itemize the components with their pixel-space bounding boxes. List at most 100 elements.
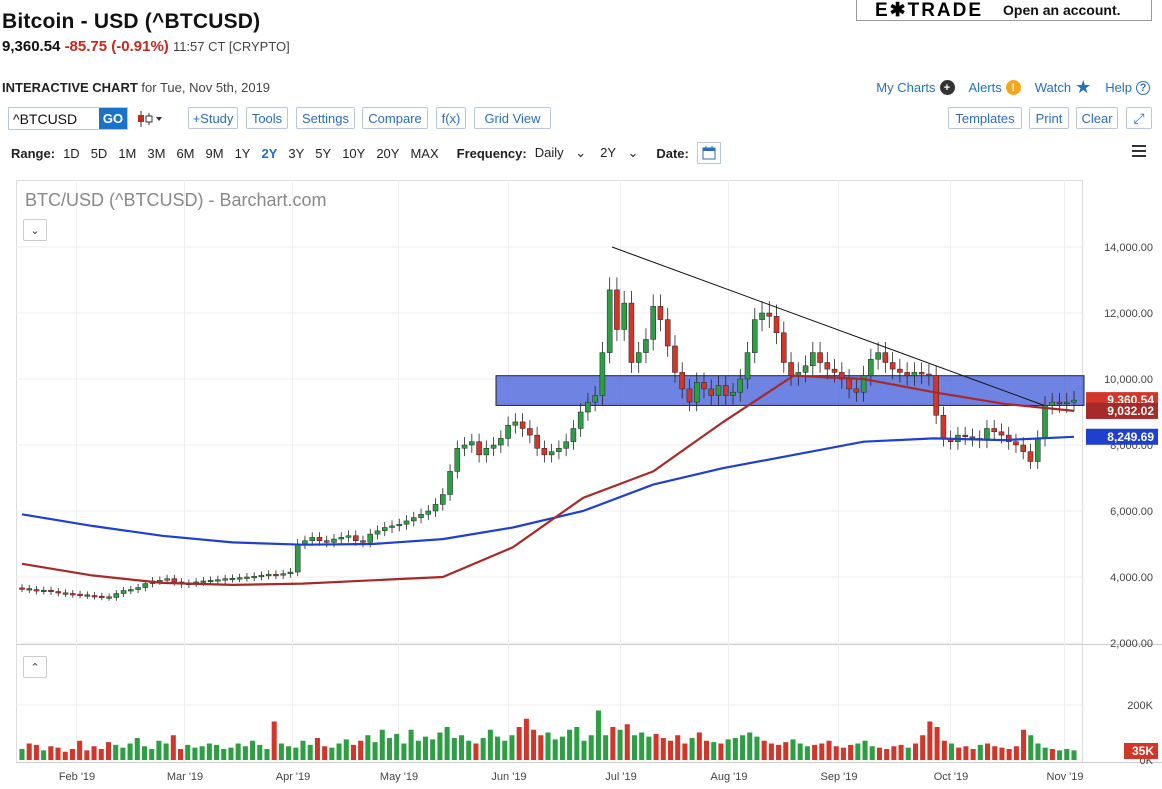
plus-circle-icon: + <box>939 80 955 95</box>
volume-bar <box>941 740 947 760</box>
candle <box>628 302 635 363</box>
star-icon: ★ <box>1075 77 1092 97</box>
candle <box>396 523 403 527</box>
clear-button[interactable]: Clear <box>1076 107 1118 129</box>
volume-bar <box>350 744 356 760</box>
range-1d[interactable]: 1D <box>63 145 80 161</box>
candle <box>897 368 903 373</box>
help-link[interactable]: Help ? <box>1105 80 1150 95</box>
volume-bar <box>185 744 191 760</box>
frequency-select[interactable]: Daily ⌄ <box>535 145 586 161</box>
candle <box>352 535 359 541</box>
volume-bar <box>77 740 83 760</box>
range-5y[interactable]: 5Y <box>315 145 332 161</box>
candle <box>323 540 330 543</box>
range-10y[interactable]: 10Y <box>342 145 366 161</box>
volume-bar <box>617 729 623 760</box>
range-5d[interactable]: 5D <box>90 145 108 161</box>
volume-bar <box>55 747 61 760</box>
candle <box>715 385 722 396</box>
grid-view-button[interactable]: Grid View <box>474 107 551 129</box>
candle <box>730 391 736 396</box>
price-chart[interactable]: Feb '19 Mar '19 Apr '19 May '19 Jun '19 Jul '… <box>16 180 1162 789</box>
volume-bar <box>869 746 875 760</box>
volume-bar <box>574 727 580 760</box>
volume-bar <box>927 721 933 760</box>
y-tick-label: 6,000.00 <box>1110 506 1153 518</box>
go-button[interactable]: GO <box>99 108 127 129</box>
candle <box>868 358 874 376</box>
volume-bar <box>365 735 371 760</box>
range-label: Range: <box>11 145 56 161</box>
open-account-link[interactable]: Open an account. <box>1003 2 1121 18</box>
templates-button[interactable]: Templates <box>948 107 1022 129</box>
compare-button[interactable]: Compare <box>362 107 428 129</box>
collapse-volume-pane-icon[interactable]: ⌃ <box>23 656 47 678</box>
volume-bar <box>747 732 753 760</box>
function-button[interactable]: f(x) <box>436 107 466 129</box>
volume-bar <box>394 733 400 760</box>
range-3m[interactable]: 3M <box>147 145 166 161</box>
candle <box>374 530 381 535</box>
candle <box>273 574 279 577</box>
volume-bar <box>1035 743 1041 760</box>
x-tick-label: Sep '19 <box>821 771 858 783</box>
alerts-link[interactable]: Alerts ! <box>969 80 1021 95</box>
volume-bar <box>920 735 926 760</box>
print-button[interactable]: Print <box>1029 107 1069 129</box>
volume-bar <box>1042 747 1048 760</box>
menu-icon[interactable] <box>1132 145 1146 160</box>
candle <box>519 421 526 429</box>
volume-bar <box>855 743 861 760</box>
settings-button[interactable]: Settings <box>296 107 355 129</box>
candle <box>447 471 453 495</box>
candlestick-type-icon[interactable] <box>136 110 164 128</box>
calendar-icon[interactable] <box>696 142 721 164</box>
candle <box>48 589 54 592</box>
range-2y[interactable]: 2Y <box>261 145 278 161</box>
range-6m[interactable]: 6M <box>176 145 195 161</box>
volume-bar <box>703 740 710 760</box>
candle <box>1027 451 1034 462</box>
range-20y[interactable]: 20Y <box>376 145 400 161</box>
tools-button[interactable]: Tools <box>246 107 288 129</box>
volume-bar <box>884 749 890 760</box>
symbol-input[interactable]: ^BTCUSD <box>13 110 78 127</box>
candle <box>693 382 700 403</box>
range-1y[interactable]: 1Y <box>234 145 251 161</box>
add-study-button[interactable]: +Study <box>188 107 238 129</box>
candle <box>1049 401 1056 406</box>
candle <box>381 527 388 532</box>
candle <box>200 580 207 583</box>
candle <box>469 441 475 446</box>
y-tick-label: 2,000.00 <box>1110 638 1153 650</box>
candle <box>984 428 990 441</box>
volume-bar <box>444 727 450 760</box>
volume-bar <box>430 739 436 760</box>
volume-bar <box>531 729 537 760</box>
candle <box>483 448 490 456</box>
volume-bar <box>812 744 818 760</box>
volume-bar <box>538 735 544 760</box>
range-max[interactable]: MAX <box>410 145 439 161</box>
collapse-price-pane-icon[interactable]: ⌄ <box>23 219 47 241</box>
range-3y[interactable]: 3Y <box>288 145 305 161</box>
candle <box>244 576 250 579</box>
period-select[interactable]: 2Y ⌄ <box>600 145 638 161</box>
volume-bar <box>257 744 263 760</box>
range-9m[interactable]: 9M <box>205 145 224 161</box>
expand-icon[interactable]: ⤢ <box>1126 107 1152 129</box>
last-price: 9,360.54 <box>2 38 61 55</box>
etrade-ad-banner[interactable]: E✱TRADE Open an account. <box>856 0 1152 21</box>
symbol-search: ^BTCUSD GO <box>8 107 128 130</box>
candle <box>418 514 424 518</box>
candle <box>650 306 656 340</box>
page-title: Bitcoin - USD (^BTCUSD) <box>2 10 261 33</box>
watch-link[interactable]: Watch ★ <box>1035 77 1092 98</box>
my-charts-link[interactable]: My Charts + <box>876 80 955 95</box>
range-1m[interactable]: 1M <box>118 145 137 161</box>
candle <box>294 543 301 573</box>
candle <box>1020 444 1026 452</box>
interactive-chart-heading: INTERACTIVE CHART for Tue, Nov 5th, 2019 <box>2 80 270 95</box>
volume-bar <box>502 740 508 760</box>
